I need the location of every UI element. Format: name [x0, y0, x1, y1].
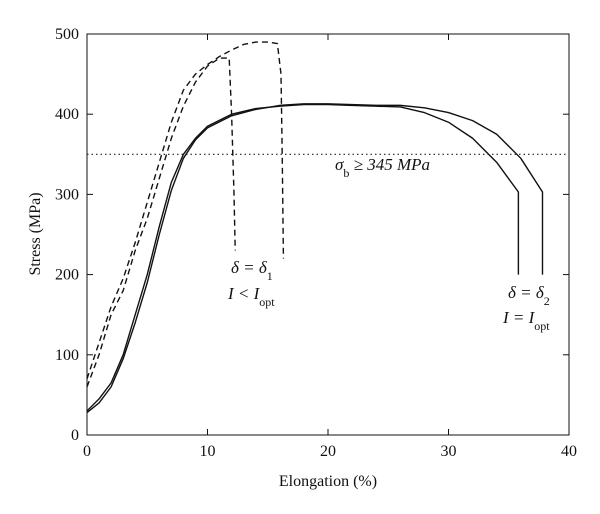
y-tick-label: 300 [55, 186, 79, 203]
x-tick-label: 20 [320, 443, 336, 460]
y-tick-label: 0 [71, 427, 79, 444]
dashed-curve [86, 41, 285, 380]
annotation-part: opt [534, 319, 550, 333]
annotation: I < Iopt [227, 284, 275, 309]
y-axis-title: Stress (MPa) [27, 192, 44, 275]
y-tick-label: 500 [55, 26, 79, 43]
annotation-part: 1 [267, 269, 273, 283]
y-tick-label: 200 [55, 267, 79, 284]
solid-curve [86, 103, 520, 412]
y-tick-label: 400 [55, 106, 79, 123]
annotation-part: δ = δ [231, 258, 268, 277]
annotation-part: b [343, 166, 349, 180]
x-tick-label: 30 [441, 443, 457, 460]
x-axis-title: Elongation (%) [279, 473, 377, 490]
y-tick-label: 100 [55, 347, 79, 364]
dashed-curve [86, 57, 236, 388]
x-tick-label: 0 [83, 443, 91, 460]
solid-curve [86, 103, 544, 414]
annotation-part: I < I [227, 284, 261, 303]
x-tick-label: 10 [200, 443, 216, 460]
annotation-part: σ [335, 155, 344, 174]
x-tick-label: 40 [561, 443, 577, 460]
annotation-part: opt [259, 295, 275, 309]
annotation-part: 2 [544, 294, 550, 308]
annotation: I = Iopt [502, 308, 550, 333]
annotation: δ = δ2 [508, 283, 550, 308]
annotation: δ = δ1 [231, 258, 273, 283]
annotation: σb ≥ 345 MPa [335, 155, 430, 180]
annotation-part: δ = δ [508, 283, 545, 302]
annotation-part: I = I [502, 308, 536, 327]
annotation-part: ≥ 345 MPa [349, 155, 430, 174]
